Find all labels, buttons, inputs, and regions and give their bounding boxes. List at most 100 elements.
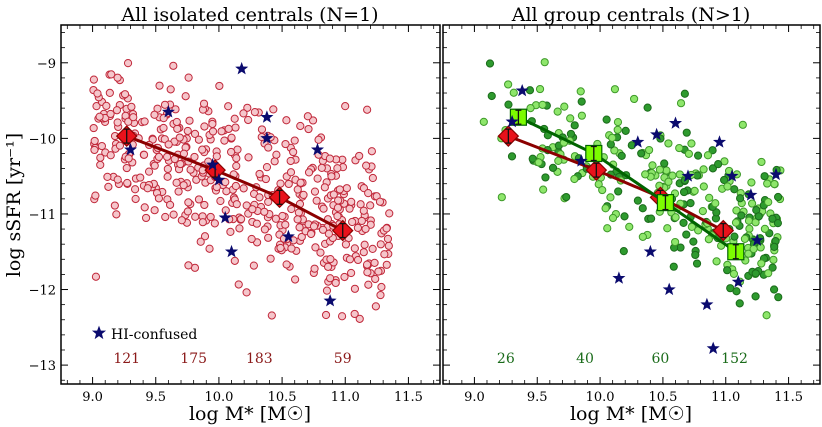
bg-point-isolated <box>124 154 133 163</box>
legend-label: HI-confused <box>111 327 197 343</box>
bg-point-isolated <box>143 184 152 193</box>
x-tick-label: 11.0 <box>331 390 360 405</box>
bg-point-isolated <box>304 124 313 134</box>
bg-point-isolated <box>154 194 164 203</box>
bg-point-isolated <box>350 309 359 319</box>
bg-point-isolated <box>272 150 281 159</box>
x-tick-label: 9.0 <box>82 390 103 405</box>
bg-point-group <box>714 160 723 169</box>
bg-point-isolated <box>183 207 192 216</box>
bg-point-isolated <box>355 151 364 161</box>
bg-point-isolated <box>320 183 329 192</box>
y-tick-label: −10 <box>29 132 56 147</box>
bg-point-isolated <box>90 136 99 146</box>
axes-frame-group <box>442 24 821 385</box>
bg-point-isolated <box>184 73 193 82</box>
bg-point-group <box>708 146 717 155</box>
bg-point-isolated <box>222 187 231 196</box>
bg-point-group <box>655 165 664 174</box>
bg-point-isolated <box>112 210 121 219</box>
bin-count: 183 <box>246 351 273 367</box>
bg-point-isolated <box>184 261 193 270</box>
bg-point-isolated <box>190 152 199 162</box>
bg-point-isolated <box>368 173 377 183</box>
bg-point-isolated <box>165 200 175 209</box>
bg-point-group <box>637 149 646 158</box>
bg-point-group <box>641 170 650 179</box>
bg-point-isolated <box>227 133 236 142</box>
bg-point-isolated <box>110 201 119 210</box>
hi-confused-star <box>515 83 529 97</box>
bin-count: 40 <box>576 351 594 367</box>
bg-point-isolated <box>120 90 130 99</box>
bg-point-group <box>608 133 617 142</box>
bg-point-group <box>610 146 619 155</box>
bg-point-group <box>487 91 496 101</box>
bg-point-group <box>764 197 773 207</box>
bg-point-isolated <box>172 117 181 127</box>
bg-point-group <box>619 247 628 256</box>
bg-point-isolated <box>385 209 394 218</box>
bg-point-isolated <box>260 207 269 216</box>
x-tick-label: 11.5 <box>394 390 423 405</box>
bin-count: 152 <box>721 351 748 367</box>
bg-point-isolated <box>150 206 159 215</box>
bg-point-isolated <box>375 197 385 206</box>
bg-point-group <box>606 193 615 202</box>
bg-point-isolated <box>224 102 233 111</box>
bg-point-group <box>541 173 550 182</box>
bg-point-isolated <box>318 225 328 234</box>
bg-point-group <box>689 237 698 246</box>
bg-point-group <box>764 269 773 278</box>
bg-point-isolated <box>162 152 172 161</box>
hi-confused-star <box>731 275 745 288</box>
hi-confused-star <box>123 142 138 156</box>
bg-point-group <box>610 85 620 94</box>
hi-confused-star <box>706 341 720 354</box>
bg-point-isolated <box>113 73 122 82</box>
bg-point-isolated <box>129 113 138 122</box>
bg-point-isolated <box>172 178 181 187</box>
bg-point-isolated <box>346 268 356 278</box>
bg-point-isolated <box>364 189 373 198</box>
bg-point-isolated <box>194 195 204 204</box>
bg-point-group <box>598 185 607 195</box>
bg-point-group <box>744 216 754 225</box>
bg-point-isolated <box>276 179 285 188</box>
bg-point-isolated <box>231 181 240 191</box>
bg-point-group <box>679 218 688 228</box>
bg-point-isolated <box>186 165 195 174</box>
bg-point-isolated <box>112 106 122 115</box>
bg-point-group <box>763 179 772 188</box>
hi-confused-star <box>750 233 764 247</box>
bg-point-isolated <box>319 204 328 213</box>
bg-point-isolated <box>297 232 306 242</box>
bg-point-isolated <box>249 261 258 270</box>
bg-point-isolated <box>164 140 173 149</box>
bg-point-isolated <box>139 150 149 159</box>
hi-confused-stars-group <box>505 83 783 354</box>
bg-point-isolated <box>115 141 125 150</box>
bg-point-group <box>679 187 689 197</box>
bg-point-group <box>705 193 714 202</box>
bg-point-isolated <box>150 161 159 170</box>
bg-point-group <box>614 187 623 196</box>
bg-point-isolated <box>113 175 122 184</box>
bg-point-isolated <box>174 187 183 196</box>
bg-point-isolated <box>329 190 338 199</box>
bg-point-isolated <box>261 174 270 184</box>
bg-point-group <box>548 163 558 172</box>
bg-point-isolated <box>215 81 224 91</box>
bg-point-group <box>660 159 669 168</box>
bg-point-group <box>601 204 610 213</box>
bg-point-isolated <box>363 105 372 114</box>
bg-point-group <box>570 174 579 184</box>
bg-point-group <box>620 212 629 221</box>
counts-group: 26 40 60 152 <box>497 351 748 367</box>
bg-point-group <box>690 186 699 196</box>
hi-confused-stars-isolated <box>123 61 337 307</box>
median-line <box>517 115 737 253</box>
bg-point-group <box>711 199 720 208</box>
bg-point-isolated <box>322 286 332 295</box>
bin-count: 59 <box>334 351 352 367</box>
